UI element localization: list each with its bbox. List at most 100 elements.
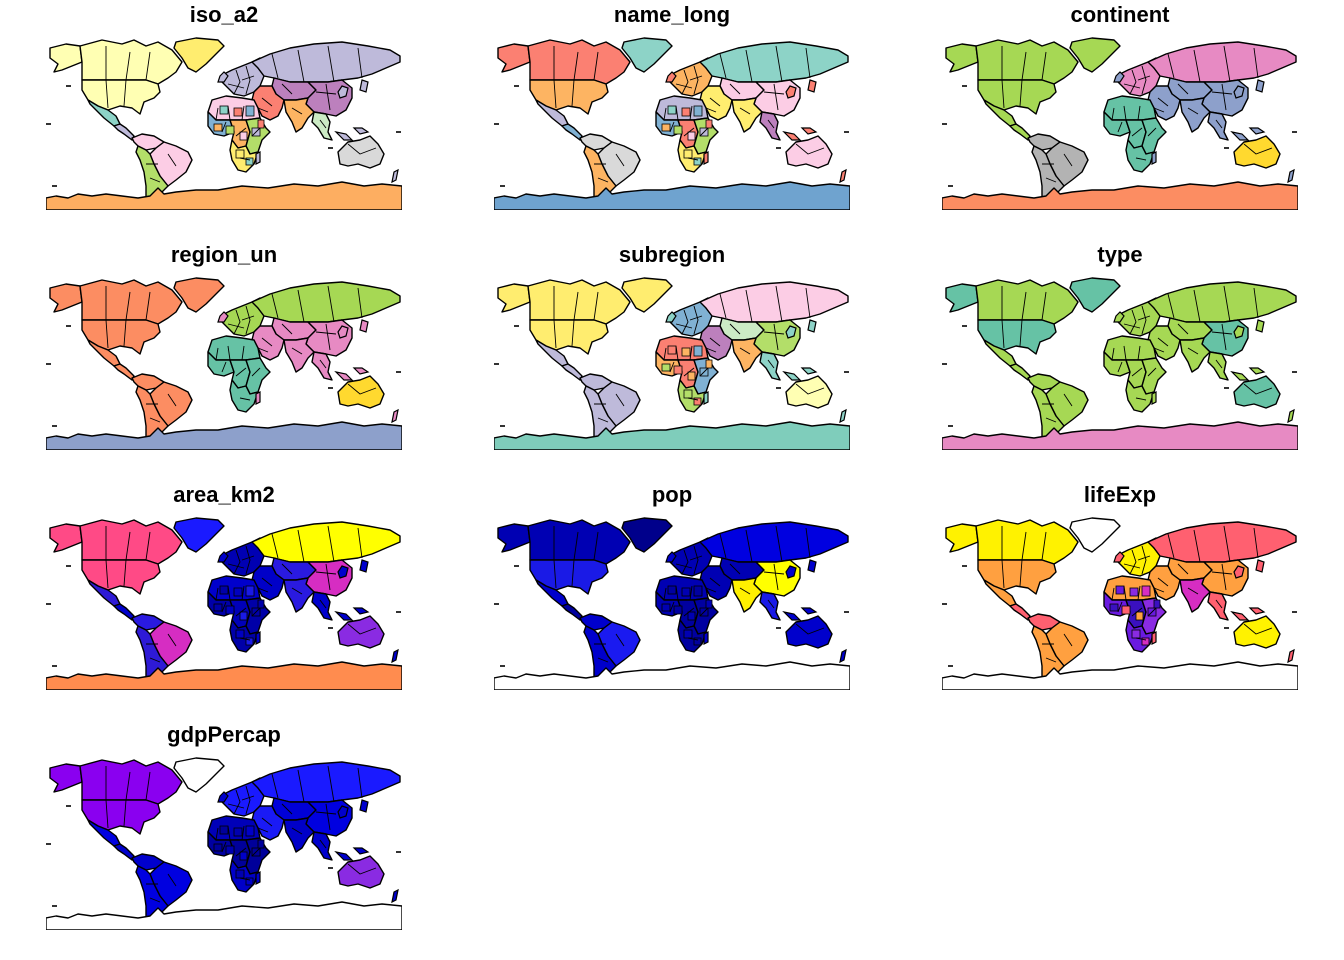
region-south-asia (1179, 337, 1211, 373)
world-map (46, 276, 402, 450)
country-patch (705, 119, 713, 129)
region-greenland (173, 757, 225, 793)
region-australia (1233, 135, 1281, 169)
island (217, 551, 229, 563)
country-patch (1141, 637, 1150, 646)
island (665, 311, 677, 323)
region-canada (527, 279, 631, 325)
country-borders (553, 45, 825, 183)
panel-title: iso_a2 (189, 2, 259, 27)
panel-title: subregion (618, 242, 726, 267)
island (703, 391, 709, 405)
island (255, 631, 261, 645)
region-antarctica (942, 661, 1298, 690)
island (391, 648, 399, 664)
country-patch (239, 131, 248, 141)
panel-title: type (1097, 242, 1143, 267)
region-canada (79, 759, 183, 805)
region-antarctica (46, 661, 402, 690)
country-borders (105, 45, 377, 183)
world-map-svg (494, 517, 850, 690)
island (352, 847, 370, 855)
country-patch (257, 839, 265, 849)
island (665, 551, 677, 563)
island (807, 559, 817, 573)
island (1230, 371, 1250, 381)
country-borders (105, 285, 377, 423)
island (337, 85, 349, 99)
region-central-america (113, 603, 135, 621)
island (352, 607, 370, 615)
region-south-asia (731, 577, 763, 613)
region-alaska (945, 283, 979, 313)
country-patch (245, 585, 255, 597)
country-patch (667, 585, 677, 595)
country-borders (553, 285, 825, 423)
country-patch (681, 347, 691, 357)
island (1255, 79, 1265, 93)
country-patch (245, 157, 254, 166)
region-australia (785, 615, 833, 649)
region-southeast-asia (1207, 591, 1229, 621)
region-greenland (621, 277, 673, 313)
world-map (46, 36, 402, 210)
region-southeast-asia (759, 111, 781, 141)
region-alaska (49, 763, 83, 793)
country-patch (693, 345, 703, 357)
region-greenland (173, 277, 225, 313)
island (359, 79, 369, 93)
region-canada (79, 519, 183, 565)
island (1151, 391, 1157, 405)
country-patch (233, 107, 243, 117)
region-south-africa (1125, 139, 1155, 173)
region-greenland (1069, 277, 1121, 313)
island (217, 791, 229, 803)
region-east-africa (1141, 117, 1167, 155)
region-alaska (49, 283, 83, 313)
country-borders (553, 525, 825, 663)
country-patch (693, 585, 703, 597)
region-southeast-asia (759, 351, 781, 381)
region-usa (81, 79, 161, 115)
island (703, 151, 709, 165)
map-panel-pop: pop (448, 480, 896, 720)
island (1233, 325, 1245, 339)
region-canada (975, 519, 1079, 565)
country-patch (225, 605, 235, 615)
region-west-africa (207, 351, 235, 377)
country-patch (693, 157, 702, 166)
island (255, 871, 261, 885)
island (337, 325, 349, 339)
region-australia (785, 375, 833, 409)
panel-title: gdpPercap (167, 722, 281, 747)
island (807, 319, 817, 333)
region-canada (975, 279, 1079, 325)
region-south-africa (229, 379, 259, 413)
world-map (494, 276, 850, 450)
country-patch (235, 629, 245, 639)
region-east-africa (1141, 357, 1167, 395)
island (800, 607, 818, 615)
region-australia (337, 135, 385, 169)
region-central-america (113, 843, 135, 861)
region-southeast-asia (759, 591, 781, 621)
island (1113, 311, 1125, 323)
island (334, 131, 354, 141)
island (359, 559, 369, 573)
map-panel-type: type (896, 240, 1344, 480)
region-southeast-asia (311, 351, 333, 381)
island (391, 168, 399, 184)
region-alaska (497, 283, 531, 313)
region-greenland (1069, 517, 1121, 553)
world-map-svg (46, 37, 402, 210)
region-usa (81, 319, 161, 355)
world-map (494, 516, 850, 690)
region-australia (1233, 615, 1281, 649)
region-southeast-asia (1207, 351, 1229, 381)
country-patch (1129, 587, 1139, 597)
region-usa (977, 319, 1057, 355)
region-antarctica (494, 661, 850, 690)
island (391, 888, 399, 904)
island (782, 131, 802, 141)
island (782, 611, 802, 621)
